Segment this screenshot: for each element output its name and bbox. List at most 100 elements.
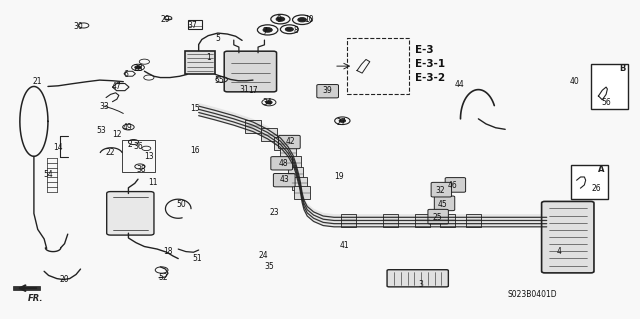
Text: FR.: FR. — [28, 293, 44, 302]
Circle shape — [298, 18, 307, 22]
Bar — [383, 214, 398, 227]
Text: 55: 55 — [214, 76, 224, 85]
Text: 12: 12 — [112, 130, 122, 139]
Circle shape — [285, 27, 293, 31]
FancyBboxPatch shape — [273, 174, 295, 187]
Text: 6: 6 — [124, 70, 128, 79]
Text: 43: 43 — [280, 175, 290, 184]
FancyBboxPatch shape — [445, 178, 466, 192]
Text: 13: 13 — [144, 152, 154, 161]
Text: 4: 4 — [557, 247, 562, 256]
Bar — [288, 167, 303, 180]
Text: 35: 35 — [264, 262, 274, 271]
Circle shape — [276, 17, 285, 21]
FancyBboxPatch shape — [224, 51, 276, 92]
Text: 25: 25 — [433, 213, 442, 222]
FancyBboxPatch shape — [435, 196, 455, 211]
Text: 8: 8 — [293, 26, 298, 35]
Bar — [292, 177, 307, 190]
Bar — [280, 147, 296, 160]
Bar — [571, 165, 608, 199]
Text: 54: 54 — [44, 170, 54, 179]
Bar — [184, 50, 215, 74]
Text: 10: 10 — [305, 15, 314, 24]
Text: 48: 48 — [278, 159, 288, 168]
FancyBboxPatch shape — [428, 209, 449, 224]
FancyBboxPatch shape — [387, 270, 449, 287]
Text: 30: 30 — [74, 22, 83, 31]
Text: 11: 11 — [148, 178, 157, 187]
Text: 37: 37 — [188, 21, 197, 30]
Text: 36: 36 — [133, 142, 143, 151]
Bar — [440, 214, 456, 227]
Text: 28: 28 — [133, 63, 143, 72]
FancyBboxPatch shape — [317, 85, 339, 98]
Text: 44: 44 — [454, 80, 464, 89]
Text: 47: 47 — [112, 82, 122, 91]
Text: 42: 42 — [285, 137, 295, 145]
Text: 17: 17 — [248, 86, 258, 95]
Text: 19: 19 — [334, 172, 344, 181]
Text: 49: 49 — [122, 122, 132, 132]
Bar — [466, 214, 481, 227]
Text: 53: 53 — [97, 126, 106, 135]
Text: 46: 46 — [448, 181, 458, 190]
Bar — [122, 140, 156, 172]
Text: S023B0401D: S023B0401D — [508, 290, 557, 299]
Circle shape — [135, 66, 141, 69]
Text: 23: 23 — [269, 208, 279, 217]
Bar — [591, 64, 628, 109]
Text: 38: 38 — [136, 165, 146, 174]
Circle shape — [266, 101, 272, 104]
Text: 26: 26 — [591, 184, 601, 193]
Text: 21: 21 — [33, 77, 42, 86]
FancyBboxPatch shape — [271, 157, 292, 170]
Bar — [415, 214, 430, 227]
Text: 5: 5 — [216, 34, 220, 43]
Text: E-3
E-3-1
E-3-2: E-3 E-3-1 E-3-2 — [415, 45, 445, 83]
FancyBboxPatch shape — [541, 201, 594, 273]
Bar — [294, 187, 310, 199]
Text: 40: 40 — [570, 77, 579, 86]
Text: 15: 15 — [191, 104, 200, 113]
Bar — [245, 120, 260, 132]
Text: 24: 24 — [259, 251, 269, 260]
Bar — [347, 38, 410, 94]
Text: 18: 18 — [163, 247, 173, 256]
Circle shape — [339, 119, 346, 122]
Polygon shape — [198, 103, 547, 227]
Text: 34: 34 — [263, 99, 273, 108]
Text: 7: 7 — [262, 27, 267, 36]
Text: 14: 14 — [53, 143, 63, 152]
Text: 20: 20 — [60, 275, 69, 284]
Text: 3: 3 — [419, 279, 423, 288]
Text: 56: 56 — [601, 99, 611, 108]
Text: 31: 31 — [240, 85, 250, 94]
Text: 33: 33 — [99, 102, 109, 111]
Bar — [274, 137, 289, 150]
FancyBboxPatch shape — [278, 135, 300, 149]
Text: A: A — [598, 165, 605, 174]
Text: 27: 27 — [336, 118, 346, 128]
Text: 2: 2 — [127, 140, 132, 149]
Polygon shape — [13, 286, 40, 290]
Text: 51: 51 — [193, 254, 202, 263]
Text: 41: 41 — [339, 241, 349, 250]
FancyBboxPatch shape — [431, 182, 452, 197]
FancyBboxPatch shape — [107, 192, 154, 235]
Text: 29: 29 — [161, 15, 170, 24]
Text: 1: 1 — [206, 53, 211, 62]
Bar — [261, 128, 276, 141]
Text: 32: 32 — [435, 186, 445, 195]
Text: B: B — [619, 64, 625, 73]
Bar — [285, 156, 301, 169]
Text: 45: 45 — [438, 200, 447, 209]
Circle shape — [263, 28, 272, 32]
Text: 52: 52 — [159, 273, 168, 282]
Bar — [188, 20, 202, 29]
Text: 22: 22 — [106, 148, 115, 157]
Text: 39: 39 — [323, 86, 333, 95]
Text: 50: 50 — [176, 200, 186, 209]
Text: 16: 16 — [191, 146, 200, 155]
Text: 9: 9 — [276, 15, 281, 24]
